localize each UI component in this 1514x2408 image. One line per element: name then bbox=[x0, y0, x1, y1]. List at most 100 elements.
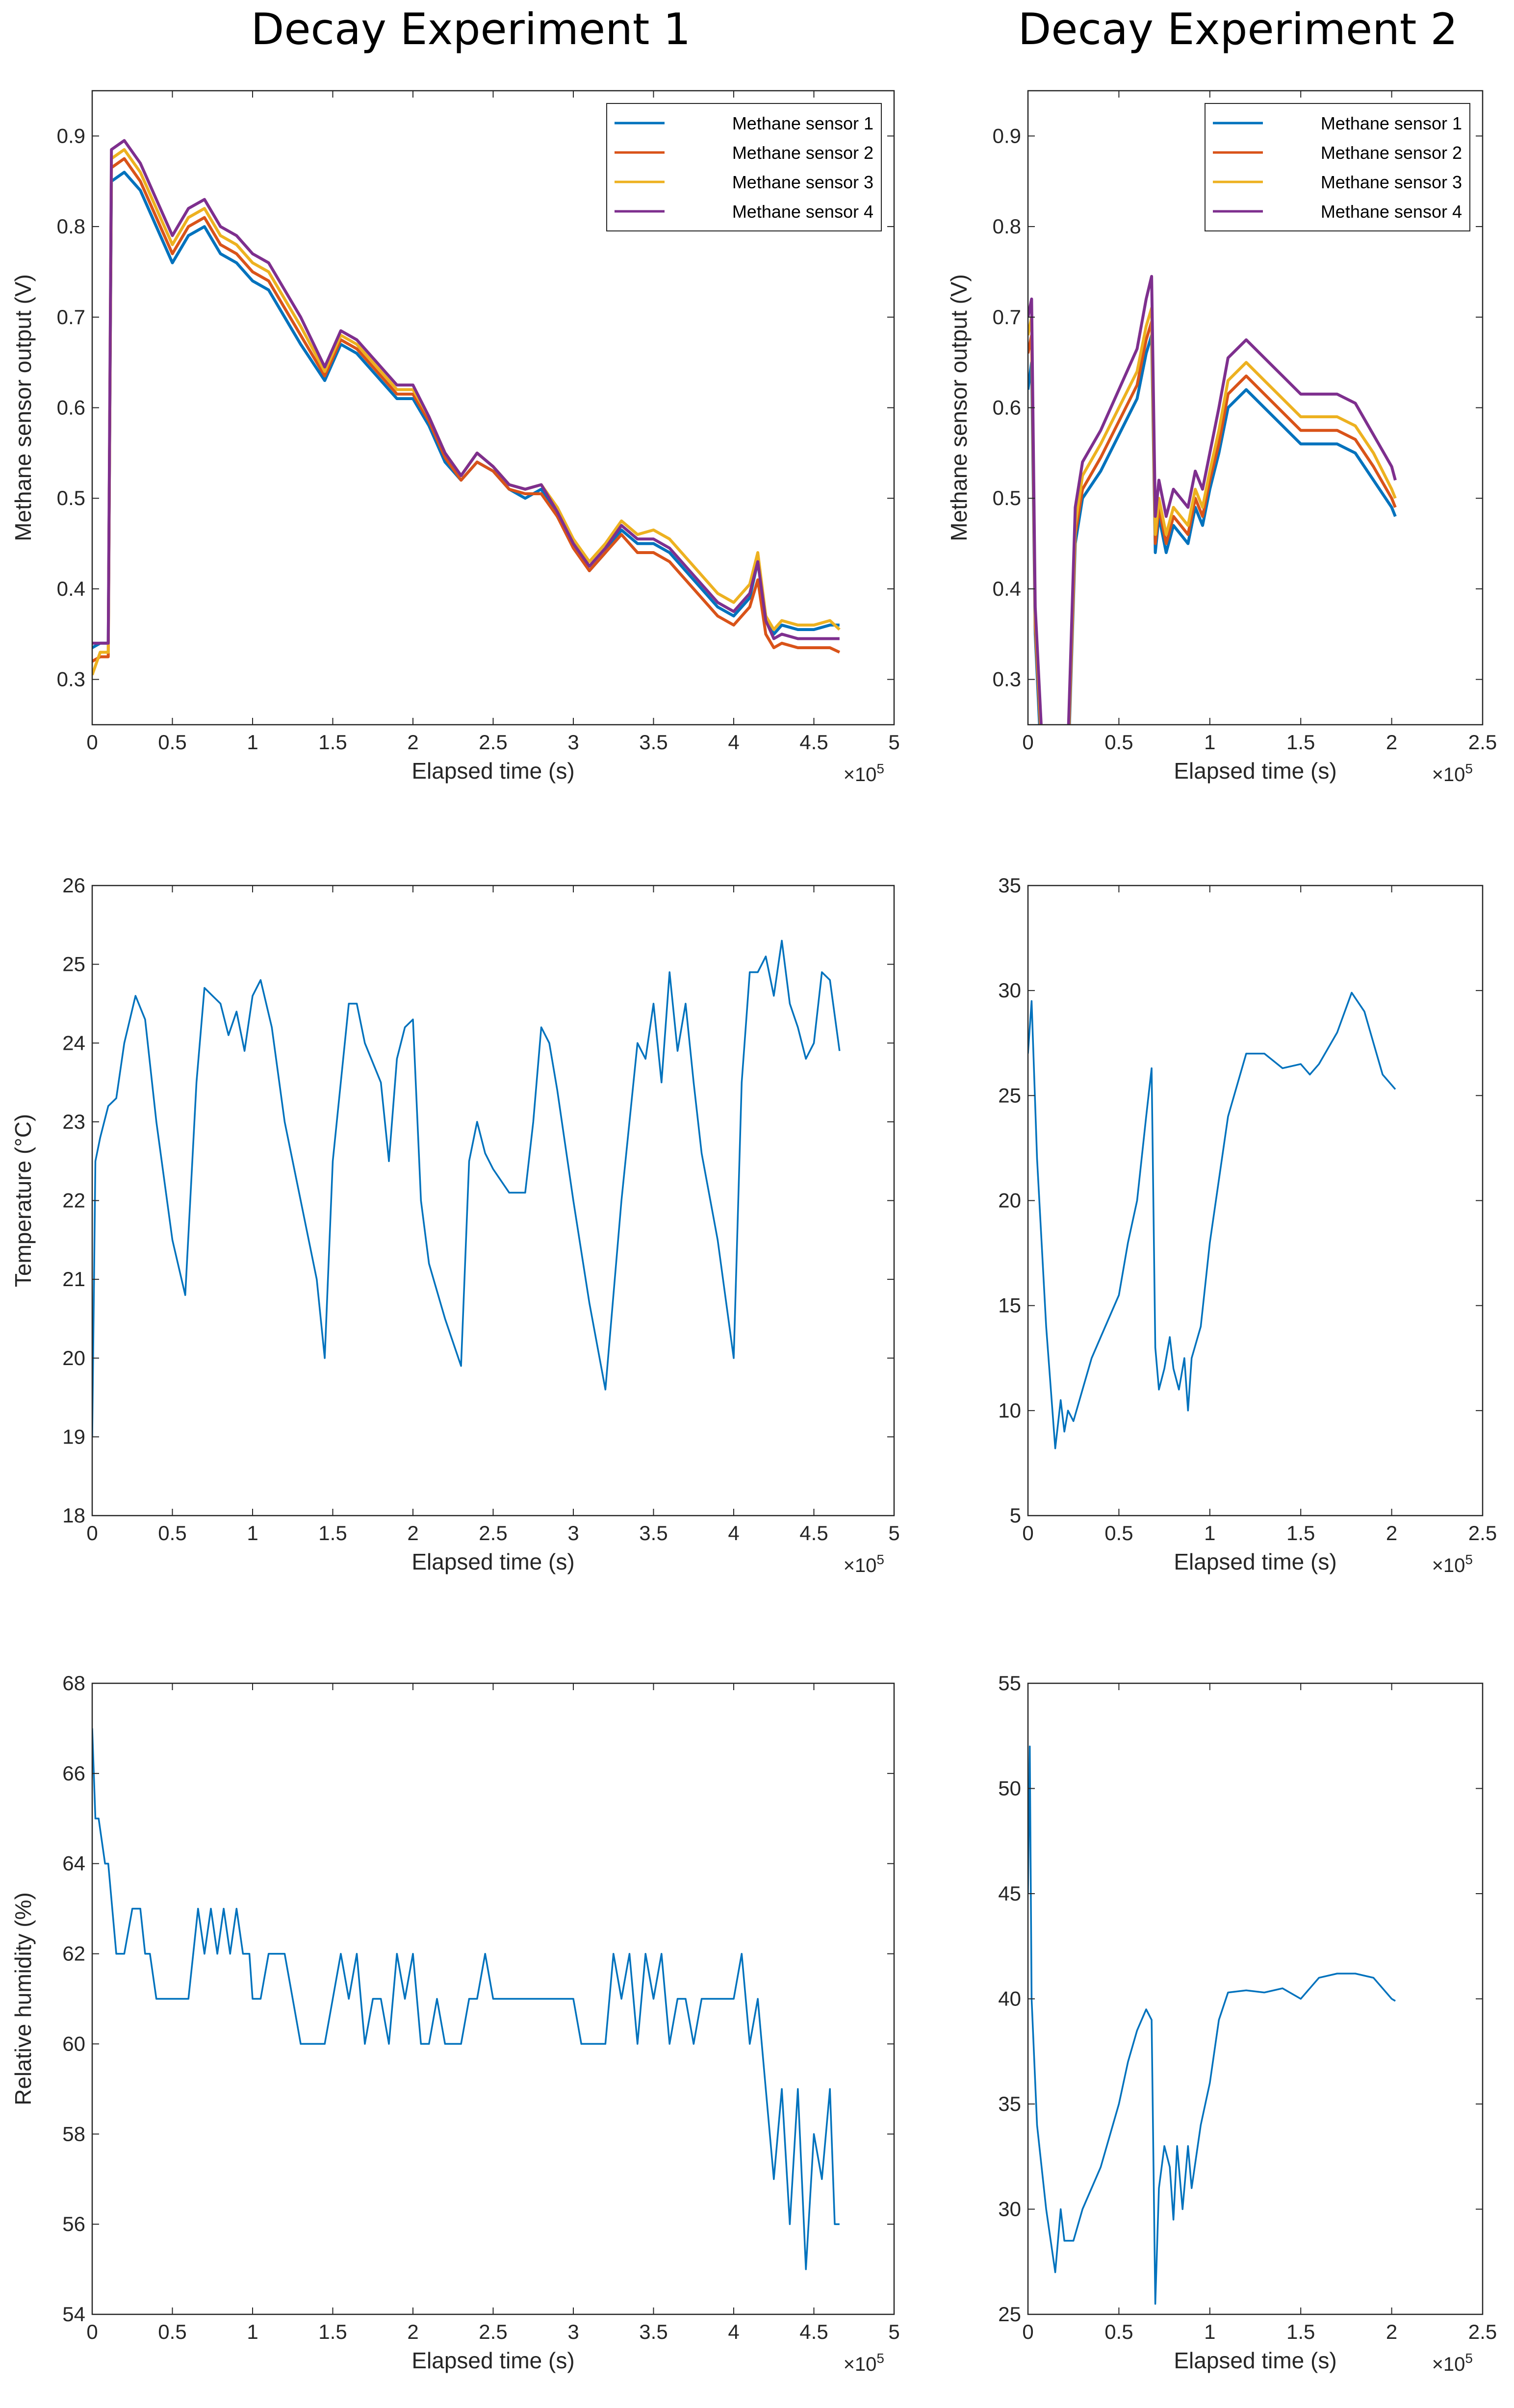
x-axis-exponent: ×105 bbox=[844, 2351, 884, 2375]
legend-entry-1: Methane sensor 1 bbox=[1321, 113, 1462, 133]
x-tick-label: 1.5 bbox=[318, 1521, 347, 1545]
y-tick-label: 58 bbox=[62, 2122, 85, 2145]
y-axis-label: Methane sensor output (V) bbox=[946, 274, 972, 541]
y-axis-label: Temperature (°C) bbox=[10, 1114, 36, 1287]
x-tick-label: 2 bbox=[407, 731, 418, 754]
x-tick-label: 0 bbox=[86, 731, 98, 754]
series-group bbox=[1028, 1745, 1396, 2305]
x-tick-label: 1.5 bbox=[318, 2320, 347, 2343]
chart-e1-humidity: 0 0.5 1 1.5 2 2.5 3 3.5 4 4.5 5 54 56 58 60 62 64 66 68 Ela… bbox=[10, 1672, 900, 2375]
y-tick-label: 0.8 bbox=[57, 215, 85, 238]
legend-entry-4: Methane sensor 4 bbox=[1321, 202, 1462, 222]
y-tick-label: 0.4 bbox=[993, 577, 1021, 600]
x-tick-label: 0.5 bbox=[158, 731, 186, 754]
x-tick-label: 1.5 bbox=[1286, 1521, 1315, 1545]
legend: Methane sensor 1 Methane sensor 2 Methane … bbox=[1205, 103, 1470, 231]
legend-entry-4: Methane sensor 4 bbox=[732, 202, 873, 222]
y-tick-label: 0.7 bbox=[57, 305, 85, 329]
x-tick-label: 1 bbox=[1204, 1521, 1215, 1545]
legend-box bbox=[606, 103, 882, 231]
y-tick-label: 30 bbox=[998, 2198, 1021, 2221]
x-tick-label: 2.5 bbox=[479, 1521, 507, 1545]
x-tick-label: 2.5 bbox=[1468, 1521, 1497, 1545]
x-tick-label: 3 bbox=[567, 2320, 579, 2343]
x-axis-exponent: ×105 bbox=[1432, 761, 1473, 786]
y-tick-label: 68 bbox=[62, 1672, 85, 1695]
y-tick-label: 20 bbox=[998, 1189, 1021, 1212]
series-group bbox=[1028, 991, 1396, 1449]
x-tick-label: 0 bbox=[1022, 731, 1033, 754]
x-tick-label: 2 bbox=[1386, 731, 1397, 754]
plot-area bbox=[1028, 886, 1483, 1516]
chart-e2-humidity: 0 0.5 1 1.5 2 2.5 25 30 35 40 45 50 55 Elapsed time (… bbox=[998, 1672, 1497, 2375]
x-axis-label: Elapsed time (s) bbox=[1174, 758, 1336, 784]
chart-e1-temperature: 0 0.5 1 1.5 2 2.5 3 3.5 4 4.5 5 18 19 20 21 22 23 24 25 26 E… bbox=[10, 874, 900, 1576]
y-tick-label: 19 bbox=[62, 1425, 85, 1448]
x-tick-label: 0.5 bbox=[1104, 731, 1133, 754]
x-axis-label: Elapsed time (s) bbox=[411, 2348, 574, 2373]
y-tick-label: 35 bbox=[998, 874, 1021, 897]
y-tick-label: 23 bbox=[62, 1110, 85, 1133]
x-tick-label: 5 bbox=[888, 731, 899, 754]
x-tick-label: 1 bbox=[247, 731, 258, 754]
legend-entry-3: Methane sensor 3 bbox=[732, 172, 873, 192]
x-tick-label: 1.5 bbox=[1286, 2320, 1315, 2343]
x-tick-label: 2.5 bbox=[479, 2320, 507, 2343]
y-tick-label: 0.3 bbox=[993, 668, 1021, 691]
y-tick-label: 0.3 bbox=[57, 668, 85, 691]
y-tick-label: 30 bbox=[998, 979, 1021, 1002]
y-tick-label: 0.9 bbox=[57, 124, 85, 147]
y-tick-label: 0.9 bbox=[993, 124, 1021, 147]
x-tick-label: 3.5 bbox=[639, 731, 667, 754]
x-tick-label: 4 bbox=[728, 2320, 739, 2343]
x-tick-label: 5 bbox=[888, 2320, 899, 2343]
x-tick-label: 2.5 bbox=[1468, 2320, 1497, 2343]
chart-e2-methane: 0 0.5 1 1.5 2 2.5 0.3 0.4 0.5 0.6 0.7 0.8 0.9 Elapsed… bbox=[946, 90, 1497, 786]
legend-entry-3: Methane sensor 3 bbox=[1321, 172, 1462, 192]
x-tick-label: 0.5 bbox=[1104, 1521, 1133, 1545]
x-tick-label: 4.5 bbox=[799, 731, 828, 754]
y-tick-label: 20 bbox=[62, 1346, 85, 1369]
x-axis-exponent: ×105 bbox=[1432, 2351, 1473, 2375]
y-tick-label: 0.8 bbox=[993, 215, 1021, 238]
x-axis-label: Elapsed time (s) bbox=[411, 758, 574, 784]
x-tick-label: 4 bbox=[728, 731, 739, 754]
x-axis-label: Elapsed time (s) bbox=[1174, 1549, 1336, 1574]
y-tick-label: 55 bbox=[998, 1672, 1021, 1695]
series-line-1 bbox=[92, 1728, 840, 2270]
y-tick-label: 40 bbox=[998, 1987, 1021, 2010]
y-tick-label: 25 bbox=[62, 953, 85, 976]
series-group bbox=[1028, 275, 1397, 725]
y-tick-label: 24 bbox=[62, 1031, 85, 1054]
series-line-2 bbox=[1028, 320, 1397, 725]
series-line-3 bbox=[1028, 306, 1397, 725]
x-tick-label: 0 bbox=[86, 2320, 98, 2343]
x-tick-label: 0.5 bbox=[158, 1521, 186, 1545]
x-axis-exponent: ×105 bbox=[1432, 1552, 1473, 1576]
x-tick-label: 4.5 bbox=[799, 1521, 828, 1545]
series-line-2 bbox=[92, 157, 841, 663]
legend: Methane sensor 1 Methane sensor 2 Methane … bbox=[606, 103, 882, 231]
x-tick-label: 1.5 bbox=[1286, 731, 1315, 754]
y-tick-label: 50 bbox=[998, 1777, 1021, 1800]
y-tick-label: 15 bbox=[998, 1294, 1021, 1317]
x-tick-label: 1.5 bbox=[318, 731, 347, 754]
column-title-experiment-2: Decay Experiment 2 bbox=[1018, 4, 1458, 54]
x-tick-label: 1 bbox=[247, 1521, 258, 1545]
plot-area bbox=[1028, 1683, 1483, 2314]
y-tick-label: 62 bbox=[62, 1942, 85, 1965]
legend-entry-1: Methane sensor 1 bbox=[732, 113, 873, 133]
x-tick-label: 4 bbox=[728, 1521, 739, 1545]
y-tick-label: 60 bbox=[62, 2032, 85, 2055]
y-tick-label: 64 bbox=[62, 1852, 85, 1875]
x-tick-label: 1 bbox=[1204, 2320, 1215, 2343]
x-axis-exponent: ×105 bbox=[844, 1552, 884, 1576]
legend-box bbox=[1205, 103, 1470, 231]
x-tick-label: 5 bbox=[888, 1521, 899, 1545]
y-tick-label: 66 bbox=[62, 1762, 85, 1785]
x-tick-label: 4.5 bbox=[799, 2320, 828, 2343]
chart-e2-temperature: 0 0.5 1 1.5 2 2.5 5 10 15 20 25 30 35 Elapsed time (s… bbox=[998, 874, 1497, 1576]
x-tick-label: 0 bbox=[1022, 2320, 1033, 2343]
y-tick-label: 26 bbox=[62, 874, 85, 897]
